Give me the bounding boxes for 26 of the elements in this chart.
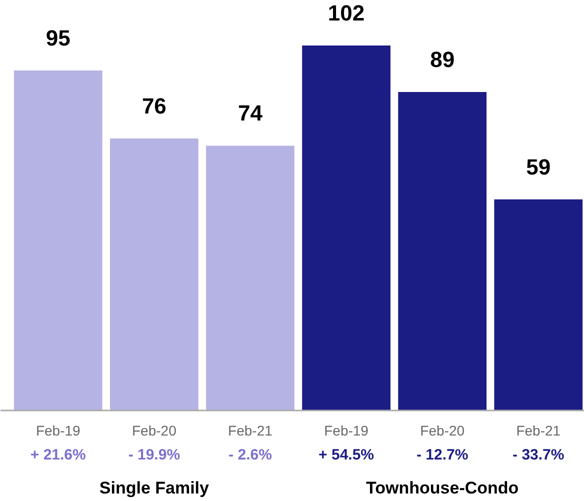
bar (14, 70, 102, 410)
x-tick-label: Feb-19 (324, 422, 369, 438)
text: Townhouse-Condo (366, 478, 519, 498)
x-tick-label: Feb-21 (228, 422, 273, 438)
bar (110, 138, 198, 410)
text: - 19.9% (128, 446, 180, 464)
data-label: 95 (46, 26, 70, 51)
text: + 21.6% (30, 446, 86, 464)
data-label: 59 (526, 154, 551, 180)
text: + 54.5% (318, 446, 374, 464)
bar (398, 92, 487, 410)
bar (494, 199, 583, 410)
x-tick-label: Feb-20 (132, 422, 177, 438)
data-label: 102 (328, 0, 365, 26)
text: - 2.6% (228, 446, 272, 464)
bar (302, 46, 390, 410)
bar (206, 146, 294, 410)
text: - 12.7% (416, 446, 468, 464)
text: Single Family (99, 478, 210, 498)
data-label: 74 (238, 100, 264, 126)
x-tick-label: Feb-19 (36, 422, 81, 438)
x-tick-label: Feb-20 (420, 422, 465, 438)
x-tick-label: Feb-21 (516, 422, 561, 438)
data-label: 76 (142, 94, 166, 119)
text: - 33.7% (512, 446, 564, 464)
data-label: 89 (430, 47, 455, 72)
